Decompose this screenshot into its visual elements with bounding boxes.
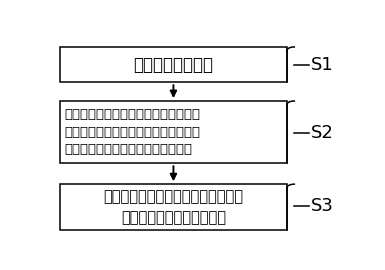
FancyBboxPatch shape <box>60 101 287 163</box>
Text: S2: S2 <box>311 124 333 142</box>
Text: S3: S3 <box>311 197 333 215</box>
FancyBboxPatch shape <box>60 47 287 82</box>
Text: S1: S1 <box>311 56 333 74</box>
Text: 制备二硫化钼量子点与聚乙烯吡咯烷酮
的混合溶液，并将所述混合溶液沉积在
所述柔性底电极上，退火得到活性层: 制备二硫化钼量子点与聚乙烯吡咯烷酮 的混合溶液，并将所述混合溶液沉积在 所述柔性… <box>65 108 201 156</box>
Text: 提供一柔性底电极: 提供一柔性底电极 <box>134 56 213 74</box>
FancyBboxPatch shape <box>60 184 287 230</box>
Text: 在所述活性层上制备一柔性顶电极，
得到所述柔性阻变式存储器: 在所述活性层上制备一柔性顶电极， 得到所述柔性阻变式存储器 <box>104 189 243 225</box>
